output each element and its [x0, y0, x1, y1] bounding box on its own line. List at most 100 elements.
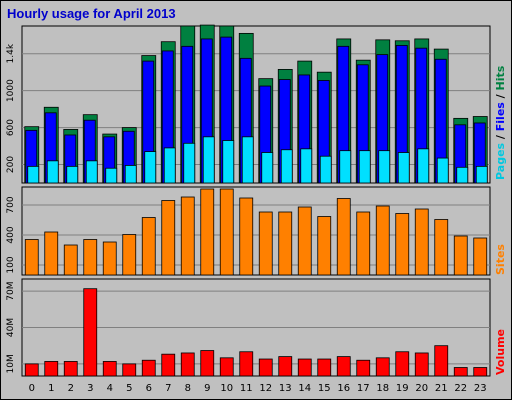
- bar-sites-hour-20: [414, 208, 429, 276]
- bar-sites-hour-13: [278, 211, 293, 276]
- bar-volume-hour-9: [200, 350, 215, 377]
- x-tick-label-6: 6: [146, 383, 152, 394]
- x-tick-label-8: 8: [185, 383, 191, 394]
- x-tick-label-3: 3: [87, 383, 93, 394]
- bar-sites-hour-2: [63, 244, 78, 276]
- bar-sites-hour-16: [336, 198, 351, 276]
- bar-volume-hour-19: [395, 351, 410, 377]
- legend-sep-2: /: [494, 90, 507, 102]
- bar-volume-hour-6: [141, 359, 156, 377]
- bar-volume-hour-3: [83, 288, 98, 377]
- bar-pages-hour-6: [144, 151, 157, 184]
- legend-files: Files: [494, 102, 507, 132]
- x-tick-label-11: 11: [240, 383, 253, 394]
- x-tick-label-2: 2: [68, 383, 74, 394]
- bar-sites-hour-3: [83, 239, 98, 276]
- legend-hits: Hits: [494, 65, 507, 90]
- bar-volume-hour-10: [219, 357, 234, 377]
- bar-pages-hour-7: [163, 147, 176, 184]
- bar-pages-hour-19: [397, 152, 410, 184]
- x-tick-label-20: 20: [415, 383, 428, 394]
- hits-files-pages-panel: 200 600 1000 1.4k: [6, 24, 491, 184]
- bar-pages-hour-23: [475, 165, 488, 184]
- y-tick-label: 400: [6, 226, 16, 243]
- bar-volume-hour-1: [44, 361, 59, 377]
- bar-pages-hour-15: [319, 155, 332, 184]
- bar-volume-hour-16: [336, 356, 351, 377]
- x-tick-label-9: 9: [204, 383, 210, 394]
- x-tick-label-19: 19: [396, 383, 409, 394]
- y-tick-label: 10M: [6, 354, 16, 373]
- y-tick-label: 70M: [6, 282, 16, 301]
- bar-sites-hour-12: [258, 211, 273, 276]
- sites-panel: 100 400 700: [6, 186, 491, 276]
- bar-volume-hour-7: [161, 353, 176, 377]
- bar-sites-hour-9: [200, 188, 215, 276]
- bar-sites-hour-21: [434, 219, 449, 276]
- bar-sites-hour-18: [375, 205, 390, 276]
- x-tick-label-0: 0: [29, 383, 35, 394]
- plot-area: [21, 25, 491, 184]
- bar-sites-hour-1: [44, 231, 59, 276]
- x-tick-label-12: 12: [259, 383, 272, 394]
- bar-sites-hour-4: [102, 241, 117, 276]
- bar-pages-hour-13: [280, 149, 293, 184]
- x-tick-label-15: 15: [318, 383, 331, 394]
- bar-sites-hour-6: [141, 217, 156, 276]
- bar-sites-hour-11: [239, 197, 254, 276]
- legend-sep-1: /: [494, 131, 507, 143]
- bar-sites-hour-5: [122, 234, 137, 276]
- hour-axis: 0 1 2 3 4 5 6 7 8 9 10 11 12 13 14 15 16 17 18 19 20 21 22 23: [29, 383, 487, 394]
- bar-sites-hour-17: [356, 211, 371, 276]
- bar-pages-hour-3: [85, 160, 98, 184]
- x-tick-label-17: 17: [357, 383, 370, 394]
- bar-pages-hour-21: [436, 157, 449, 184]
- bar-volume-hour-11: [239, 351, 254, 377]
- bar-pages-hour-0: [27, 165, 40, 184]
- bar-sites-hour-23: [473, 237, 488, 276]
- bar-volume-hour-17: [356, 359, 371, 377]
- bar-pages-hour-9: [202, 136, 215, 184]
- x-tick-label-23: 23: [474, 383, 487, 394]
- bar-pages-hour-8: [183, 142, 196, 184]
- bar-volume-hour-14: [297, 358, 312, 377]
- bar-pages-hour-18: [378, 150, 391, 184]
- x-tick-label-14: 14: [298, 383, 311, 394]
- bar-sites-hour-8: [180, 196, 195, 276]
- bar-pages-hour-4: [105, 167, 118, 184]
- bar-volume-hour-20: [414, 352, 429, 377]
- bar-sites-hour-19: [395, 213, 410, 276]
- y-tick-label: 40M: [6, 318, 16, 337]
- bar-sites-hour-10: [219, 188, 234, 276]
- bar-volume-hour-2: [63, 361, 78, 377]
- bar-pages-hour-14: [300, 148, 313, 184]
- bar-volume-hour-18: [375, 357, 390, 377]
- bar-pages-hour-2: [66, 165, 79, 184]
- y-tick-label: 600: [6, 119, 16, 136]
- x-tick-label-1: 1: [48, 383, 54, 394]
- bar-pages-hour-10: [222, 140, 235, 184]
- bar-volume-hour-12: [258, 358, 273, 377]
- bar-volume-hour-21: [434, 345, 449, 377]
- x-tick-label-22: 22: [454, 383, 467, 394]
- x-tick-label-4: 4: [107, 383, 113, 394]
- bar-sites-hour-22: [453, 235, 468, 276]
- bar-pages-hour-5: [124, 165, 137, 184]
- bar-volume-hour-0: [24, 363, 39, 377]
- bar-pages-hour-1: [46, 160, 59, 184]
- bar-volume-hour-13: [278, 356, 293, 377]
- bar-volume-hour-23: [473, 367, 488, 377]
- bar-volume-hour-5: [122, 363, 137, 377]
- x-tick-label-16: 16: [337, 383, 350, 394]
- bar-pages-hour-17: [358, 150, 371, 184]
- bar-pages-hour-22: [456, 166, 469, 184]
- y-tick-label: 100: [6, 256, 16, 273]
- legend-hits-files-pages: Pages / Files / Hits: [494, 65, 507, 180]
- bar-volume-hour-15: [317, 358, 332, 377]
- bar-volume-hour-8: [180, 352, 195, 377]
- chart-title: Hourly usage for April 2013: [7, 6, 176, 21]
- x-tick-label-10: 10: [220, 383, 233, 394]
- x-tick-label-18: 18: [376, 383, 389, 394]
- bar-pages-hour-20: [417, 148, 430, 184]
